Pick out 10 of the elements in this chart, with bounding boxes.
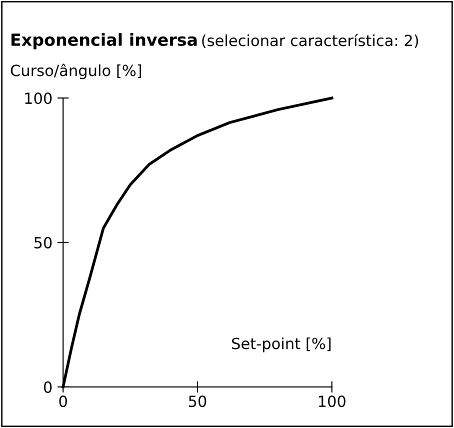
y-axis-title: Curso/ângulo [%] bbox=[10, 64, 142, 80]
x-tick-label: 50 bbox=[188, 396, 206, 408]
y-tick-label: 0 bbox=[44, 381, 52, 393]
x-tick-label: 0 bbox=[59, 396, 67, 408]
x-tick-label: 100 bbox=[318, 396, 346, 408]
y-tick-label: 50 bbox=[34, 236, 52, 248]
chart-title: Exponencial inversa bbox=[12, 33, 197, 50]
chart-subtitle: (selecionar característica: 2) bbox=[202, 34, 418, 48]
y-tick-label: 100 bbox=[25, 92, 52, 104]
x-axis-title: Set-point [%] bbox=[232, 337, 331, 352]
